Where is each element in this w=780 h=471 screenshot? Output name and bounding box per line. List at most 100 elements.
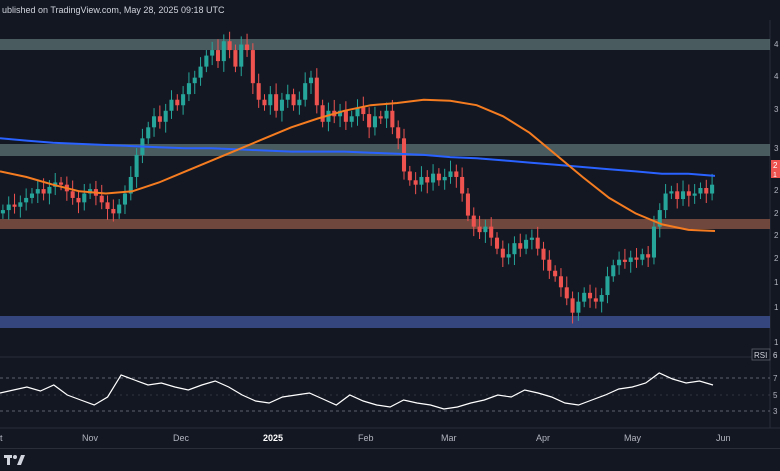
candle-body [692,193,697,196]
candle-body [518,243,523,249]
candle-body [494,237,500,249]
time-label: Apr [536,433,550,443]
publication-header: ublished on TradingView.com, May 28, 202… [2,5,225,15]
candle-body [215,50,221,62]
candle-body [698,188,703,194]
candle-body [76,197,81,203]
candle-body [18,202,23,207]
candle-body [686,191,691,196]
candle-body [524,239,529,249]
candle-body [320,105,325,122]
time-label: t [0,433,3,443]
candle-body [175,99,180,106]
candle-body [210,50,215,56]
candle-body [611,265,616,277]
time-label: Mar [441,433,457,443]
candle-body [558,276,563,288]
candle-body [303,83,308,100]
candle-body [442,176,447,181]
candle-body [413,180,418,185]
candle-body [6,204,11,211]
price-axis-label: 1 [774,303,779,312]
candle-body [628,257,633,262]
candle-body [192,77,197,84]
candle-body [541,248,546,260]
candle-body [285,94,290,100]
rsi-axis-70: 7 [773,374,778,383]
price-axis-label: 4 [774,72,779,81]
candle-body [477,226,482,233]
candle-body [204,55,209,67]
candle-body [250,50,255,84]
zone-resistance-mid [0,144,770,156]
price-axis-label: 1 [774,338,779,347]
rsi-label: RSI [754,351,767,360]
candle-body [564,287,569,299]
time-label: Feb [358,433,374,443]
candle-body [233,50,238,67]
candle-body [471,215,476,227]
candle-body [407,171,412,181]
candle-body [483,226,488,233]
candle-body [70,191,75,198]
candle-body [122,193,128,205]
candle-body [24,197,29,203]
candle-body [163,110,168,122]
candle-body [262,99,267,106]
candle-body [181,94,186,106]
price-axis-label: 1 [774,278,779,287]
candle-body [308,77,314,84]
candle-body [274,94,279,111]
candle-body [169,99,174,111]
candle-body [500,248,505,258]
candle-body [134,154,139,177]
candle-body [59,182,64,185]
candle-body [256,83,261,100]
candle-body [582,292,587,302]
candle-body [384,110,389,119]
candle-body [425,176,430,183]
footer-bar [0,448,780,471]
candle-body [343,110,348,122]
candle-body [245,44,250,51]
price-axis-label: 2 [774,254,779,263]
candle-body [547,259,552,271]
rsi-value: 6 [773,351,778,360]
candle-body [605,276,610,296]
candle-body [227,41,232,51]
candle-body [663,193,668,211]
candle-body [111,208,116,214]
candle-body [99,195,104,203]
price-axis: 4 4 3 3 2 2 2 2 1 1 1 [774,40,779,347]
candle-body [146,127,151,139]
candle-body [570,298,575,313]
price-axis-label: 2 [774,186,779,195]
candle-body [367,114,372,128]
price-chart[interactable]: 4 4 3 3 2 2 2 2 1 1 1 2 1 RSI 6 7 5 3 t Nov Dec 20… [0,0,780,448]
candle-body [128,176,133,194]
candlestick-series [0,31,715,324]
candle-body [105,202,110,209]
candle-body [535,237,540,249]
candle-body [593,298,598,302]
candle-body [448,171,453,177]
price-axis-label: 4 [774,40,779,49]
rsi-value-tag [771,349,780,360]
candle-body [512,243,517,255]
current-price-sub: 1 [773,172,777,179]
candle-body [47,186,52,194]
candle-body [268,94,273,106]
tradingview-logo-icon [4,455,25,465]
current-price-tag [771,160,780,178]
candle-body [35,189,40,194]
time-label: Jun [716,433,731,443]
price-axis-label: 3 [774,144,779,153]
candle-body [198,66,203,78]
time-label: 2025 [263,433,283,443]
rsi-axis-50: 5 [773,391,778,400]
candle-body [553,270,558,277]
candle-body [657,210,662,227]
candle-body [651,226,656,258]
rsi-line [0,372,714,410]
price-axis-label: 2 [774,231,779,240]
